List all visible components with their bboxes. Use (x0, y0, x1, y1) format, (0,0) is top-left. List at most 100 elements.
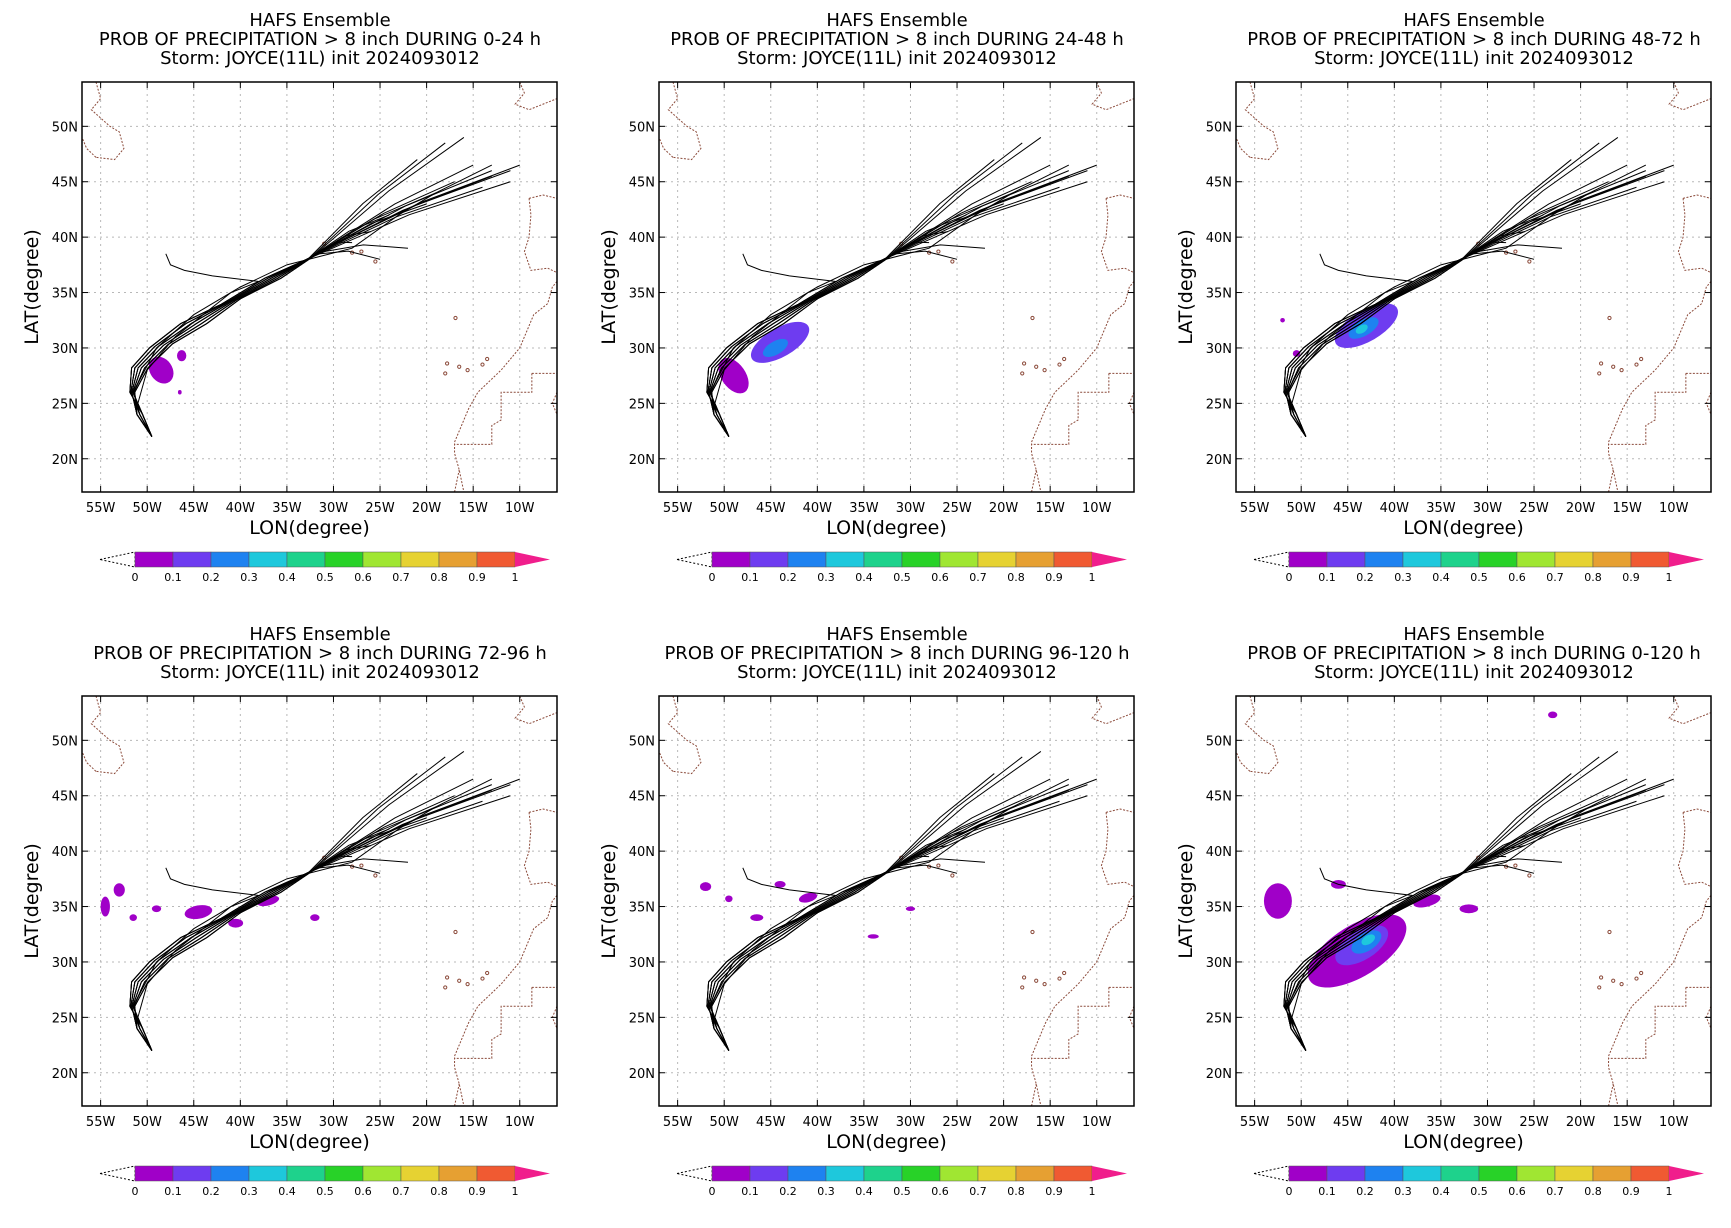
x-tick-label: 25W (942, 501, 972, 516)
colorbar-tick-label: 0.1 (164, 1185, 182, 1198)
ensemble-track (708, 795, 1032, 1051)
chart-title-line-2: PROB OF PRECIPITATION > 8 inch DURING 72… (93, 643, 547, 664)
colorbar-tick-label: 0 (1286, 571, 1293, 584)
y-tick-label: 20N (52, 1067, 78, 1082)
probability-area (762, 338, 788, 357)
island (1527, 259, 1532, 264)
chart-title-line-3: Storm: JOYCE(11L) init 2024093012 (737, 662, 1057, 683)
y-tick-label: 30N (1206, 956, 1232, 971)
colorbar-tick-label: 0.5 (893, 571, 911, 584)
ensemble-track (710, 170, 1069, 437)
x-tick-label: 25W (365, 501, 395, 516)
island (485, 970, 490, 976)
colorbar-segment (1053, 1165, 1093, 1182)
island (1034, 364, 1039, 369)
x-tick-label: 15W (458, 1115, 488, 1130)
ensemble-track (706, 159, 995, 437)
island (1062, 970, 1067, 976)
y-tick-label: 45N (629, 790, 655, 805)
y-tick-label: 20N (52, 453, 78, 468)
colorbar-under-triangle (676, 1165, 713, 1182)
x-tick-label: 20W (989, 1115, 1019, 1130)
x-tick-label: 30W (896, 1115, 926, 1130)
colorbar-tick-label: 0.8 (430, 571, 448, 584)
coastline (1091, 696, 1134, 725)
coastline (1608, 895, 1711, 1106)
plot-area (659, 82, 1134, 492)
x-tick-label: 40W (803, 1115, 833, 1130)
coastline (1236, 751, 1251, 772)
island (1597, 985, 1602, 990)
colorbar-segment (400, 551, 440, 568)
island (1034, 978, 1039, 983)
chart-title-line-2: PROB OF PRECIPITATION > 8 inch DURING 48… (1247, 29, 1701, 50)
probability-area (177, 350, 187, 362)
ensemble-track (130, 800, 483, 1051)
ensemble-track (1283, 773, 1572, 1051)
x-axis-label: LON(degree) (249, 517, 370, 539)
colorbar-segment (1516, 1165, 1556, 1182)
chart-title-line-2: PROB OF PRECIPITATION > 8 inch DURING 96… (664, 643, 1129, 664)
y-tick-label: 25N (1206, 397, 1232, 412)
island (1607, 929, 1612, 935)
probability-area (228, 918, 244, 928)
ensemble-track (130, 192, 437, 437)
colorbar-tick-label: 0.3 (240, 571, 258, 584)
y-tick-label: 25N (629, 1011, 655, 1026)
island (1042, 982, 1047, 987)
island (1513, 863, 1518, 868)
colorbar-tick-label: 0.1 (741, 1185, 759, 1198)
coastline (454, 281, 557, 492)
coastline (528, 194, 557, 199)
x-tick-label: 30W (896, 501, 926, 516)
colorbar-tick-label: 0.3 (240, 1185, 258, 1198)
coastline (1236, 137, 1251, 158)
island (1634, 362, 1639, 367)
x-tick-label: 25W (942, 1115, 972, 1130)
colorbar-tick-label: 1 (512, 1185, 519, 1198)
colorbar-segment (939, 1165, 979, 1182)
colorbar-under-triangle (99, 551, 136, 568)
chart-title-line-3: Storm: JOYCE(11L) init 2024093012 (737, 48, 1057, 69)
ensemble-track (709, 164, 1070, 437)
ensemble-track (707, 800, 1060, 1051)
coastline (82, 751, 97, 772)
island (1030, 315, 1035, 321)
colorbar-segment (1440, 1165, 1480, 1182)
coastline (1105, 808, 1134, 813)
coastline (1031, 987, 1110, 1059)
x-tick-label: 25W (1519, 1115, 1549, 1130)
y-tick-label: 40N (629, 231, 655, 246)
chart-panel-1: HAFS Ensemble PROB OF PRECIPITATION > 8 i… (0, 0, 577, 614)
ensemble-track (1283, 159, 1572, 437)
y-axis-label: LAT(degree) (598, 229, 620, 345)
colorbar-tick-label: 0.1 (164, 571, 182, 584)
colorbar-tick-label: 1 (1666, 571, 1673, 584)
x-tick-label: 45W (756, 501, 786, 516)
x-tick-label: 35W (849, 501, 879, 516)
island (1639, 970, 1644, 976)
y-tick-label: 50N (1206, 120, 1232, 135)
colorbar-tick-label: 1 (1089, 1185, 1096, 1198)
chart-panel-3: HAFS Ensemble PROB OF PRECIPITATION > 8 i… (1154, 0, 1731, 614)
x-tick-label: 50W (1286, 1115, 1316, 1130)
colorbar-segment (901, 551, 941, 568)
island (1597, 371, 1602, 376)
probability-area (1355, 324, 1368, 334)
coastline (1682, 194, 1711, 199)
y-tick-label: 50N (52, 734, 78, 749)
colorbar-tick-label: 0.7 (1546, 571, 1564, 584)
x-tick-label: 40W (1380, 1115, 1410, 1130)
ensemble-track (130, 806, 437, 1051)
colorbar-over-triangle (515, 1166, 550, 1181)
y-axis-label: LAT(degree) (21, 843, 43, 959)
ensemble-track (1288, 778, 1674, 1051)
colorbar-segment (1516, 551, 1556, 568)
colorbar-tick-label: 0.6 (931, 1185, 949, 1198)
x-tick-label: 45W (1333, 1115, 1363, 1130)
colorbar-segment (476, 551, 516, 568)
y-tick-label: 35N (629, 901, 655, 916)
colorbar-under-triangle (1253, 551, 1290, 568)
